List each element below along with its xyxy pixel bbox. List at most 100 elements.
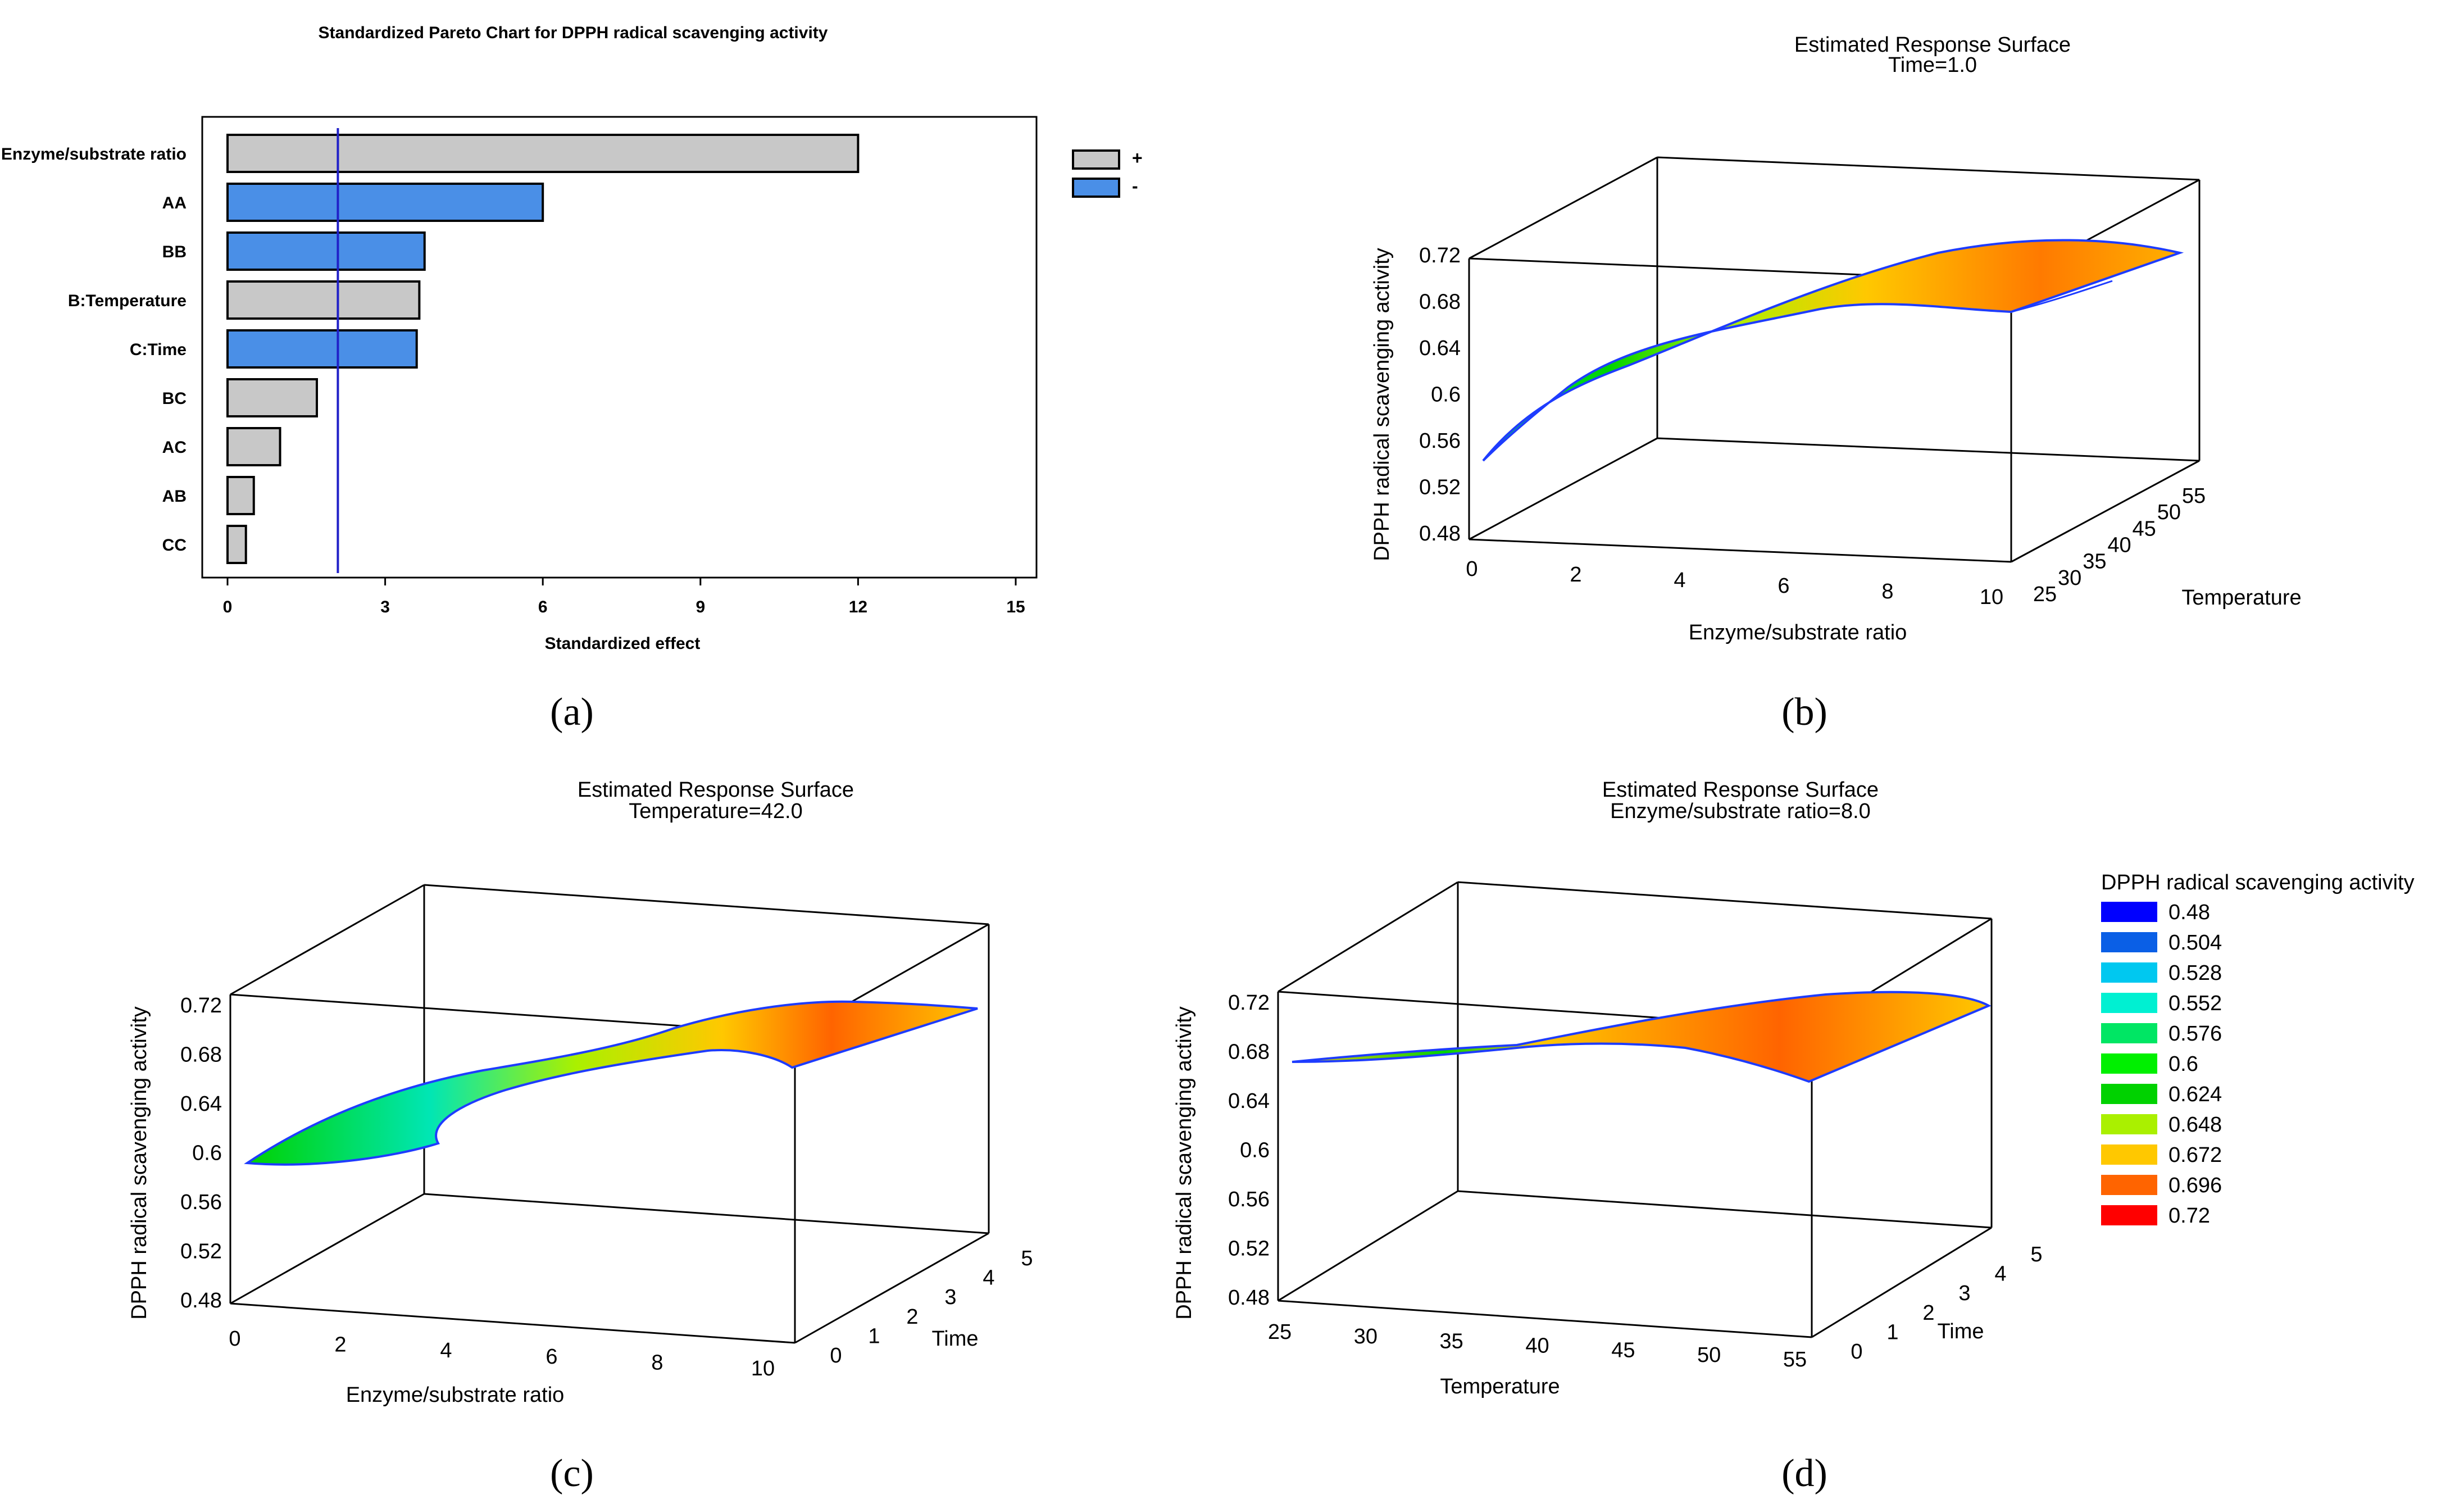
- axis-tick-label: 0.56: [1228, 1188, 1270, 1211]
- axis-tick-label: 45: [2133, 517, 2156, 540]
- axis-tick-label: 0.56: [180, 1191, 222, 1214]
- surface-b-ticks: 0.48 0.52 0.56 0.6 0.64 0.68 0.72 0 2 4 6 8 10 253035…: [1419, 244, 2206, 609]
- axis-tick-label: 0.48: [1228, 1286, 1270, 1310]
- axis-tick-label: 0.68: [180, 1043, 222, 1067]
- legend-label: 0.576: [2168, 1022, 2222, 1046]
- axis-tick-label: 35: [1440, 1329, 1463, 1353]
- panel-d: Estimated Response Surface Enzyme/substr…: [1172, 778, 2415, 1495]
- legend-label: 0.552: [2168, 992, 2222, 1015]
- box-edge: [230, 884, 425, 996]
- pareto-category-label: BC: [162, 389, 187, 408]
- pareto-category-label: AC: [162, 438, 187, 457]
- pareto-bar: [226, 525, 247, 564]
- pareto-bar: [226, 183, 544, 222]
- axis-tick-label: 6: [1777, 574, 1789, 598]
- axis-tick-label: 10: [751, 1357, 775, 1380]
- box-edge: [1457, 1190, 1992, 1229]
- axis-tick-label: 0.72: [1228, 991, 1270, 1015]
- box-edge: [424, 884, 989, 925]
- box-edge: [1278, 881, 1458, 993]
- surface-b-y-label: Temperature: [2181, 586, 2301, 610]
- pareto-category-label: CC: [162, 536, 187, 555]
- axis-tick-label: 8: [651, 1351, 663, 1374]
- axis-tick-label: 0.48: [1419, 522, 1461, 546]
- pareto-tick-label: 6: [538, 598, 548, 616]
- panel-label-b: (b): [1781, 691, 1827, 734]
- legend-swatch: [2101, 1114, 2157, 1134]
- legend-swatch: [2101, 993, 2157, 1013]
- box-edge: [1278, 1300, 1812, 1338]
- legend-label: 0.72: [2168, 1204, 2210, 1228]
- color-legend: 0.48 0.504 0.528 0.552 0.576 0.6 0.624 0.648 0.6…: [2101, 901, 2222, 1228]
- box-edge: [1657, 156, 2200, 181]
- legend-label: 0.48: [2168, 901, 2210, 924]
- surface-b-x-label: Enzyme/substrate ratio: [1689, 621, 1907, 644]
- axis-tick-label: 1: [868, 1324, 880, 1348]
- axis-tick-label: 35: [2083, 550, 2106, 574]
- axis-tick-label: 50: [2157, 501, 2181, 524]
- legend-label: 0.648: [2168, 1113, 2222, 1137]
- pareto-x-ticks: 0 3 6 9 12 15: [223, 578, 1025, 616]
- pareto-bar: [226, 378, 319, 417]
- surface-c-title: Estimated Response Surface: [578, 778, 854, 802]
- axis-tick-label: 0: [1851, 1340, 1862, 1364]
- surface-d-x-label: Temperature: [1440, 1375, 1560, 1398]
- surface-d-subtitle: Enzyme/substrate ratio=8.0: [1610, 800, 1871, 823]
- axis-tick-label: 0.52: [180, 1240, 222, 1264]
- axis-tick-label: 8: [1881, 580, 1893, 603]
- pareto-tick-label: 0: [223, 598, 233, 616]
- pareto-category-label: AA: [162, 194, 187, 212]
- box-edge: [794, 1232, 989, 1344]
- axis-tick-label: 0.64: [1419, 337, 1461, 360]
- surface-c-z-label: DPPH radical scavenging activity: [128, 1006, 151, 1320]
- surface-b-subtitle: Time=1.0: [1888, 53, 1977, 77]
- pareto-tick-label: 9: [695, 598, 705, 616]
- legend-label: 0.696: [2168, 1174, 2222, 1197]
- surface-c-subtitle: Temperature=42.0: [629, 800, 802, 823]
- box-edge: [1657, 437, 2200, 462]
- pareto-legend-swatch: [1072, 178, 1120, 198]
- pareto-category-label: C:Time: [130, 340, 187, 359]
- legend-swatch: [2101, 962, 2157, 983]
- box-edge: [2011, 460, 2200, 563]
- axis-tick-label: 0.68: [1419, 290, 1461, 314]
- axis-tick-label: 2: [1922, 1301, 1934, 1325]
- pareto-bar: [226, 134, 860, 173]
- axis-tick-label: 30: [2058, 566, 2081, 590]
- panel-a: Standardized Pareto Chart for DPPH radic…: [0, 24, 1143, 734]
- axis-tick-label: 6: [545, 1345, 557, 1369]
- surface-b-box: [1468, 156, 2201, 563]
- legend-swatch: [2101, 1023, 2157, 1043]
- pareto-title: Standardized Pareto Chart for DPPH radic…: [319, 24, 828, 42]
- axis-tick-label: 45: [1611, 1339, 1635, 1362]
- axis-tick-label: 50: [1697, 1343, 1721, 1367]
- surface-d-box: [1277, 881, 1993, 1338]
- pareto-bar: [226, 329, 418, 369]
- panel-b: Estimated Response Surface Time=1.0 0.48…: [1370, 33, 2302, 734]
- surface-b-title: Estimated Response Surface: [1794, 33, 2071, 57]
- axis-tick-label: 5: [2030, 1243, 2042, 1266]
- response-surface-c: [244, 1000, 978, 1166]
- pareto-category-label: B:Temperature: [68, 292, 187, 310]
- legend-label: 0.528: [2168, 961, 2222, 985]
- axis-tick-label: 2: [1570, 563, 1581, 587]
- panel-label-a: (a): [550, 691, 594, 734]
- pareto-legend-swatch: [1072, 149, 1120, 170]
- surface-c-ticks: 0.48 0.52 0.56 0.6 0.64 0.68 0.72 0 2 4 6 8 10 0 1 2 3 4 5: [180, 994, 1033, 1380]
- legend-swatch: [2101, 1175, 2157, 1195]
- box-edge: [1469, 437, 1658, 540]
- box-edge: [230, 1193, 425, 1305]
- pareto-bar: [226, 476, 255, 515]
- surface-d-y-label: Time: [1937, 1320, 1984, 1343]
- axis-tick-label: 10: [1980, 585, 2003, 609]
- surface-c-y-label: Time: [931, 1327, 978, 1351]
- legend-swatch: [2101, 1205, 2157, 1225]
- box-edge: [1457, 881, 1992, 920]
- pareto-tick-label: 3: [380, 598, 390, 616]
- pareto-category-label: A:Enzyme/substrate ratio: [0, 145, 187, 163]
- axis-tick-label: 2: [334, 1333, 346, 1357]
- box-edge: [1811, 1227, 1992, 1338]
- pareto-bar: [226, 231, 426, 271]
